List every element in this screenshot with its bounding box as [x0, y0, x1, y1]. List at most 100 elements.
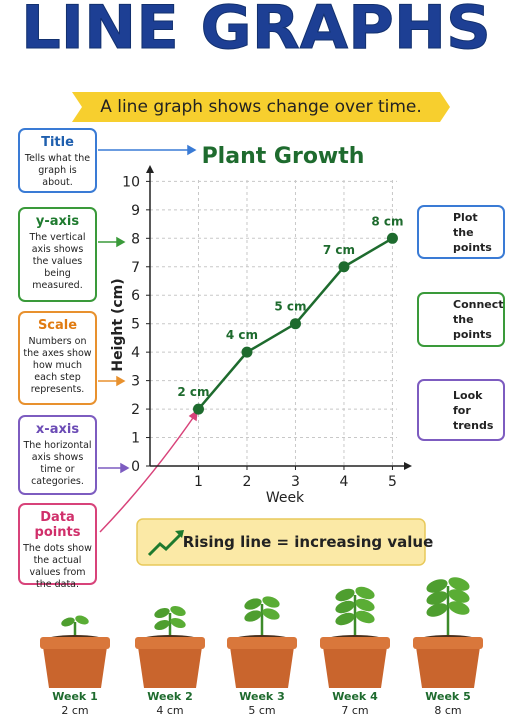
plant-leaf — [355, 586, 375, 600]
callout-title: y-axis — [35, 214, 80, 229]
plant-height: 2 cm — [61, 704, 88, 717]
callout: y-axis The vertical axis shows the values… — [18, 207, 97, 302]
plant-leaf — [448, 589, 470, 603]
plant-week: Week 5 — [425, 690, 470, 703]
plant-leaf — [170, 605, 186, 617]
tip: Connect the points — [417, 292, 505, 347]
pot-rim — [40, 637, 110, 649]
plant-week: Week 3 — [239, 690, 284, 703]
data-label: 4 cm — [226, 328, 258, 342]
x-tick-label: 1 — [194, 474, 203, 490]
callout-title: Scale — [37, 318, 78, 333]
header-title: LINE GRAPHS — [21, 0, 491, 63]
plants: Week 12 cm Week 24 cm Week 35 cm Week 47 cm… — [40, 577, 483, 717]
banner-icon — [175, 530, 184, 538]
plant-height: 8 cm — [434, 704, 461, 717]
plant-leaf — [61, 617, 75, 627]
y-tick-label: 8 — [131, 231, 140, 247]
plant-week: Week 4 — [332, 690, 378, 703]
data-label: 7 cm — [323, 243, 355, 257]
data-point — [386, 232, 398, 244]
y-tick-label: 6 — [131, 288, 140, 304]
y-tick-label: 10 — [122, 174, 140, 190]
plant-leaf — [244, 610, 262, 622]
y-tick-label: 9 — [131, 203, 140, 219]
plant-leaf — [448, 601, 470, 615]
plant-height: 4 cm — [156, 704, 183, 717]
plant-leaf — [448, 577, 470, 591]
y-tick-label: 7 — [131, 260, 140, 276]
callout-title: Data points — [34, 510, 81, 540]
pot-rim — [320, 637, 390, 649]
banner-text: Rising line = increasing value — [183, 533, 434, 551]
data-point — [338, 261, 350, 273]
y-tick-label: 0 — [131, 459, 140, 475]
pot — [137, 640, 203, 688]
plant-leaf — [154, 607, 170, 619]
pot-rim — [413, 637, 483, 649]
x-axis-label: Week — [266, 490, 305, 506]
plant-leaf — [335, 612, 355, 626]
ribbon — [72, 92, 450, 122]
plant-leaf — [335, 588, 355, 602]
pot — [229, 640, 295, 688]
plant-leaf — [154, 619, 170, 631]
plant-week: Week 2 — [147, 690, 192, 703]
data-label: 2 cm — [177, 385, 209, 399]
x-tick-label: 2 — [243, 474, 252, 490]
x-tick-label: 5 — [388, 474, 397, 490]
callout: Data points The dots show the actual valu… — [18, 503, 97, 590]
plant-leaf — [355, 610, 375, 624]
y-tick-label: 5 — [131, 317, 140, 333]
pot — [322, 640, 388, 688]
chart: 0 1 2 3 4 5 6 7 8 9 10 1 2 3 4 5 2 cm 4 cm 5 cm 7 cm 8 cm — [122, 165, 412, 490]
callout-text: The vertical axis shows the values being… — [29, 232, 86, 291]
plant-height: 7 cm — [341, 704, 368, 717]
callout: x-axis The horizontal axis shows time or … — [18, 415, 97, 495]
tip: Look for trends — [417, 379, 505, 441]
banner-box — [136, 518, 426, 566]
tip: Plot the points — [417, 205, 505, 259]
data-point — [241, 346, 253, 358]
callout-title: x-axis — [35, 422, 80, 437]
axis-arrow — [404, 462, 412, 470]
plant-leaf — [244, 598, 262, 610]
data-point — [289, 318, 301, 330]
y-tick-label: 4 — [131, 345, 140, 361]
callout: Scale Numbers on the axes show how much e… — [18, 311, 97, 405]
chart-title: Plant Growth — [202, 144, 365, 169]
x-tick-label: 4 — [340, 474, 349, 490]
callout: Title Tells what the graph is about. — [18, 128, 97, 193]
plant-leaf — [426, 591, 448, 605]
plant-leaf — [335, 600, 355, 614]
data-label: 5 cm — [274, 300, 306, 314]
plant-week: Week 1 — [52, 690, 97, 703]
plant-leaf — [170, 617, 186, 629]
data-label: 8 cm — [371, 214, 403, 228]
plant-leaf — [75, 615, 89, 625]
pot — [415, 640, 481, 688]
pot — [42, 640, 108, 688]
plant-leaf — [355, 598, 375, 612]
x-tick-label: 3 — [291, 474, 300, 490]
pot-rim — [135, 637, 205, 649]
callout-text: The dots show the actual values from the… — [23, 543, 92, 590]
plant-leaf — [426, 603, 448, 617]
pot-rim — [227, 637, 297, 649]
y-tick-label: 3 — [131, 374, 140, 390]
axis-arrow — [146, 165, 154, 173]
plant-leaf — [426, 579, 448, 593]
plant-height: 5 cm — [248, 704, 275, 717]
data-point — [192, 403, 204, 415]
banner-icon — [147, 531, 184, 557]
y-tick-label: 1 — [131, 431, 140, 447]
header-subtitle: A line graph shows change over time. — [100, 97, 422, 117]
callout-text: Tells what the graph is about. — [24, 153, 91, 188]
plant-leaf — [262, 608, 280, 620]
y-tick-label: 2 — [131, 402, 140, 418]
callout-text: The horizontal axis shows time or catego… — [23, 440, 92, 487]
callout-title: Title — [41, 135, 74, 150]
y-axis-label: Height (cm) — [110, 278, 126, 371]
